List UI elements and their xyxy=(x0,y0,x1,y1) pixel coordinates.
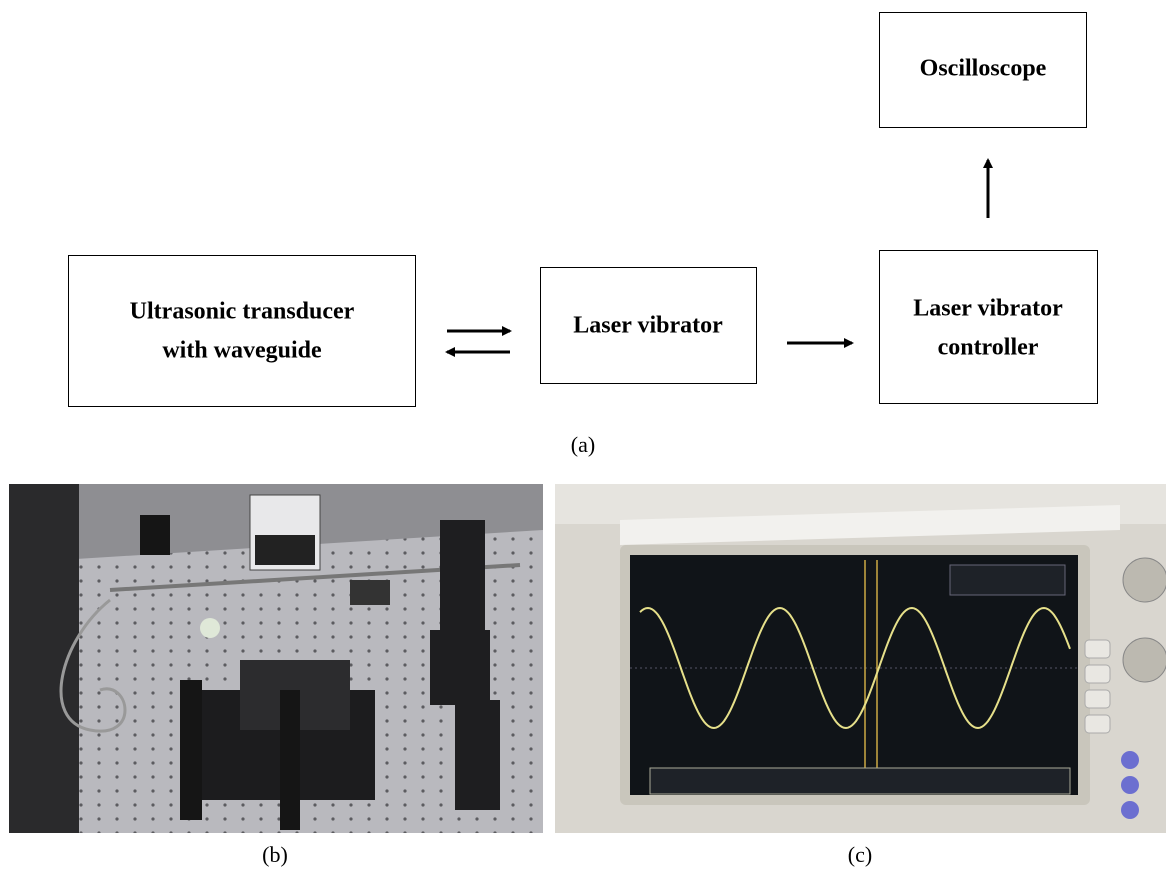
controller-box xyxy=(880,251,1098,404)
node-label: with waveguide xyxy=(162,338,322,364)
figure: Oscilloscope Ultrasonic transducer with … xyxy=(0,0,1166,891)
node-label: Laser vibrator xyxy=(913,296,1063,322)
node-label: Ultrasonic transducer xyxy=(130,299,355,325)
transducer-box xyxy=(69,256,416,407)
caption: (c) xyxy=(848,842,872,867)
caption: (b) xyxy=(262,842,288,867)
node-label: Oscilloscope xyxy=(920,56,1047,82)
photo-oscilloscope xyxy=(555,484,1166,833)
node-label: Laser vibrator xyxy=(573,313,723,339)
photo-setup xyxy=(9,484,543,833)
caption: (a) xyxy=(571,432,595,457)
node-label: controller xyxy=(938,335,1039,361)
